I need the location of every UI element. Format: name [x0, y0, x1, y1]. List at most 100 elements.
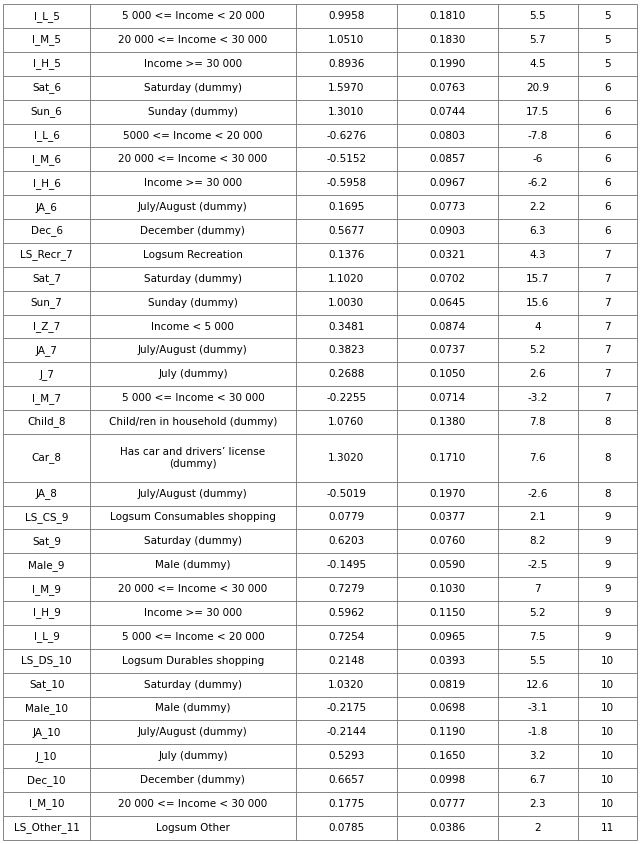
- Text: 0.1190: 0.1190: [429, 728, 465, 738]
- Text: 0.0779: 0.0779: [328, 512, 364, 522]
- Text: 6.3: 6.3: [529, 226, 546, 236]
- Text: 0.0773: 0.0773: [429, 203, 465, 212]
- Text: I_M_6: I_M_6: [32, 154, 61, 165]
- Text: 4: 4: [534, 322, 541, 332]
- Text: 1.3010: 1.3010: [328, 106, 364, 116]
- Text: 0.0702: 0.0702: [429, 273, 465, 284]
- Text: 15.6: 15.6: [526, 298, 549, 307]
- Text: 9: 9: [604, 537, 611, 546]
- Text: -6: -6: [532, 154, 543, 165]
- Text: 0.3481: 0.3481: [328, 322, 364, 332]
- Text: 0.0321: 0.0321: [429, 250, 465, 260]
- Text: 20 000 <= Income < 30 000: 20 000 <= Income < 30 000: [118, 584, 268, 594]
- Text: 7: 7: [604, 370, 611, 379]
- Text: 1.3020: 1.3020: [328, 453, 364, 463]
- Text: 7: 7: [604, 393, 611, 403]
- Text: 0.8936: 0.8936: [328, 59, 364, 69]
- Text: 0.3823: 0.3823: [328, 345, 364, 355]
- Text: 9: 9: [604, 632, 611, 641]
- Text: Saturday (dummy): Saturday (dummy): [144, 83, 242, 93]
- Text: 5: 5: [604, 11, 611, 21]
- Text: JA_7: JA_7: [36, 345, 58, 356]
- Text: 5.5: 5.5: [529, 656, 546, 666]
- Text: 0.5293: 0.5293: [328, 751, 364, 761]
- Text: 0.2148: 0.2148: [328, 656, 364, 666]
- Text: 0.1030: 0.1030: [429, 584, 465, 594]
- Text: 1.1020: 1.1020: [328, 273, 364, 284]
- Text: -3.1: -3.1: [527, 704, 548, 713]
- Text: 0.1695: 0.1695: [328, 203, 364, 212]
- Text: 0.1775: 0.1775: [328, 799, 364, 809]
- Text: 0.0785: 0.0785: [328, 823, 364, 833]
- Text: 0.0377: 0.0377: [429, 512, 465, 522]
- Text: July (dummy): July (dummy): [158, 370, 228, 379]
- Text: 0.5962: 0.5962: [328, 608, 364, 618]
- Text: 5.2: 5.2: [529, 345, 546, 355]
- Text: 0.1150: 0.1150: [429, 608, 465, 618]
- Text: Saturday (dummy): Saturday (dummy): [144, 537, 242, 546]
- Text: 2.2: 2.2: [529, 203, 546, 212]
- Text: 2.1: 2.1: [529, 512, 546, 522]
- Text: LS_CS_9: LS_CS_9: [25, 512, 68, 523]
- Text: -0.1495: -0.1495: [326, 560, 366, 571]
- Text: 7: 7: [604, 345, 611, 355]
- Text: Income >= 30 000: Income >= 30 000: [144, 178, 242, 188]
- Text: 12.6: 12.6: [526, 679, 549, 690]
- Text: 5: 5: [604, 35, 611, 45]
- Text: LS_DS_10: LS_DS_10: [21, 655, 72, 666]
- Text: July (dummy): July (dummy): [158, 751, 228, 761]
- Text: 5.5: 5.5: [529, 11, 546, 21]
- Text: 0.1050: 0.1050: [429, 370, 465, 379]
- Text: -0.5958: -0.5958: [326, 178, 366, 188]
- Text: 6: 6: [604, 226, 611, 236]
- Text: 6: 6: [604, 154, 611, 165]
- Text: Sat_7: Sat_7: [32, 273, 61, 284]
- Text: J_7: J_7: [39, 369, 54, 380]
- Text: July/August (dummy): July/August (dummy): [138, 489, 248, 499]
- Text: 0.1380: 0.1380: [429, 417, 465, 427]
- Text: 10: 10: [601, 751, 614, 761]
- Text: 0.0803: 0.0803: [429, 131, 465, 140]
- Text: 0.1650: 0.1650: [429, 751, 465, 761]
- Text: 0.0903: 0.0903: [429, 226, 465, 236]
- Text: I_H_6: I_H_6: [33, 178, 61, 189]
- Text: 6.7: 6.7: [529, 775, 546, 785]
- Text: 7.8: 7.8: [529, 417, 546, 427]
- Text: Sunday (dummy): Sunday (dummy): [148, 298, 238, 307]
- Text: Male (dummy): Male (dummy): [155, 704, 230, 713]
- Text: -2.6: -2.6: [527, 489, 548, 499]
- Text: 10: 10: [601, 799, 614, 809]
- Text: 6: 6: [604, 203, 611, 212]
- Text: 8: 8: [604, 417, 611, 427]
- Text: Male_10: Male_10: [25, 703, 68, 714]
- Text: Saturday (dummy): Saturday (dummy): [144, 273, 242, 284]
- Text: 20 000 <= Income < 30 000: 20 000 <= Income < 30 000: [118, 35, 268, 45]
- Text: 0.0393: 0.0393: [429, 656, 465, 666]
- Text: 6: 6: [604, 131, 611, 140]
- Text: -0.5019: -0.5019: [326, 489, 366, 499]
- Text: Male (dummy): Male (dummy): [155, 560, 230, 571]
- Text: 8: 8: [604, 453, 611, 463]
- Text: JA_8: JA_8: [36, 488, 58, 499]
- Text: I_M_7: I_M_7: [32, 392, 61, 403]
- Text: 1.0030: 1.0030: [328, 298, 364, 307]
- Text: 10: 10: [601, 704, 614, 713]
- Text: 0.0763: 0.0763: [429, 83, 465, 93]
- Text: 3.2: 3.2: [529, 751, 546, 761]
- Text: 1.5970: 1.5970: [328, 83, 364, 93]
- Text: 0.7279: 0.7279: [328, 584, 364, 594]
- Text: 10: 10: [601, 728, 614, 738]
- Text: 0.1830: 0.1830: [429, 35, 465, 45]
- Text: 8: 8: [604, 489, 611, 499]
- Text: 5.2: 5.2: [529, 608, 546, 618]
- Text: 7.6: 7.6: [529, 453, 546, 463]
- Text: Logsum Durables shopping: Logsum Durables shopping: [122, 656, 264, 666]
- Text: LS_Other_11: LS_Other_11: [14, 822, 79, 833]
- Text: 17.5: 17.5: [526, 106, 549, 116]
- Text: 9: 9: [604, 512, 611, 522]
- Text: Child_8: Child_8: [28, 417, 66, 427]
- Text: 6: 6: [604, 178, 611, 188]
- Text: 0.0590: 0.0590: [429, 560, 465, 571]
- Text: 5 000 <= Income < 20 000: 5 000 <= Income < 20 000: [122, 11, 264, 21]
- Text: Sat_9: Sat_9: [32, 536, 61, 547]
